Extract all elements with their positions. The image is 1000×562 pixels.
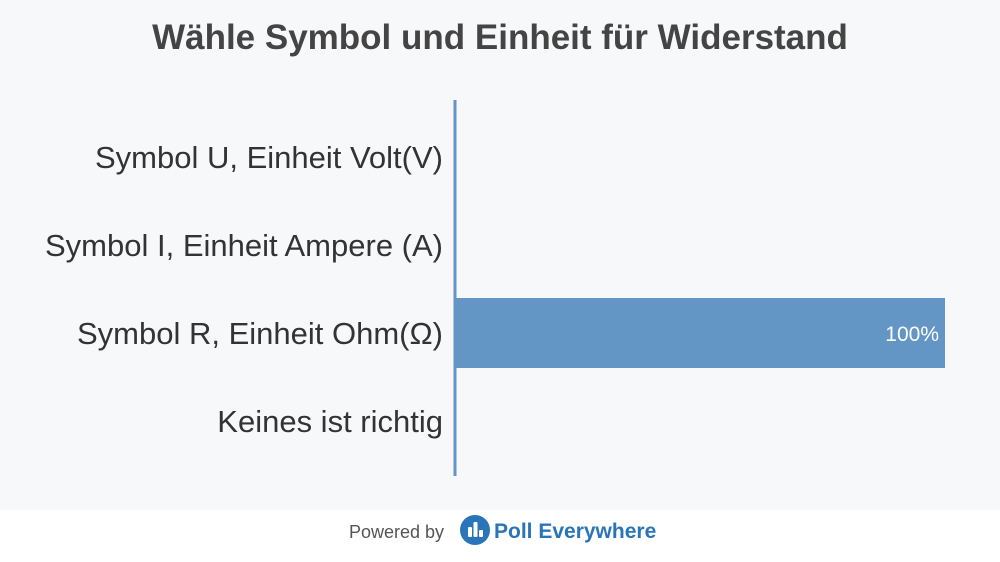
category-label: Symbol I, Einheit Ampere (A)	[45, 228, 443, 263]
poll-panel	[0, 0, 1000, 510]
bar-chart: Symbol U, Einheit Volt(V) Symbol I, Einhe…	[45, 100, 945, 476]
category-label: Keines ist richtig	[217, 404, 443, 439]
footer	[0, 510, 1000, 562]
bars	[455, 298, 945, 368]
poll-everywhere-logo-icon	[460, 515, 490, 545]
category-label: Symbol R, Einheit Ohm(Ω)	[77, 316, 443, 351]
chart-title: Wähle Symbol und Einheit für Widerstand	[152, 18, 848, 57]
brand-name[interactable]: Poll Everywhere	[494, 520, 657, 543]
category-labels: Symbol U, Einheit Volt(V) Symbol I, Einhe…	[45, 140, 443, 439]
value-label: 100%	[885, 323, 939, 346]
bar	[455, 298, 945, 368]
value-labels: 100%	[885, 323, 939, 346]
powered-by-text: Powered by	[349, 522, 445, 542]
category-label: Symbol U, Einheit Volt(V)	[95, 140, 443, 175]
